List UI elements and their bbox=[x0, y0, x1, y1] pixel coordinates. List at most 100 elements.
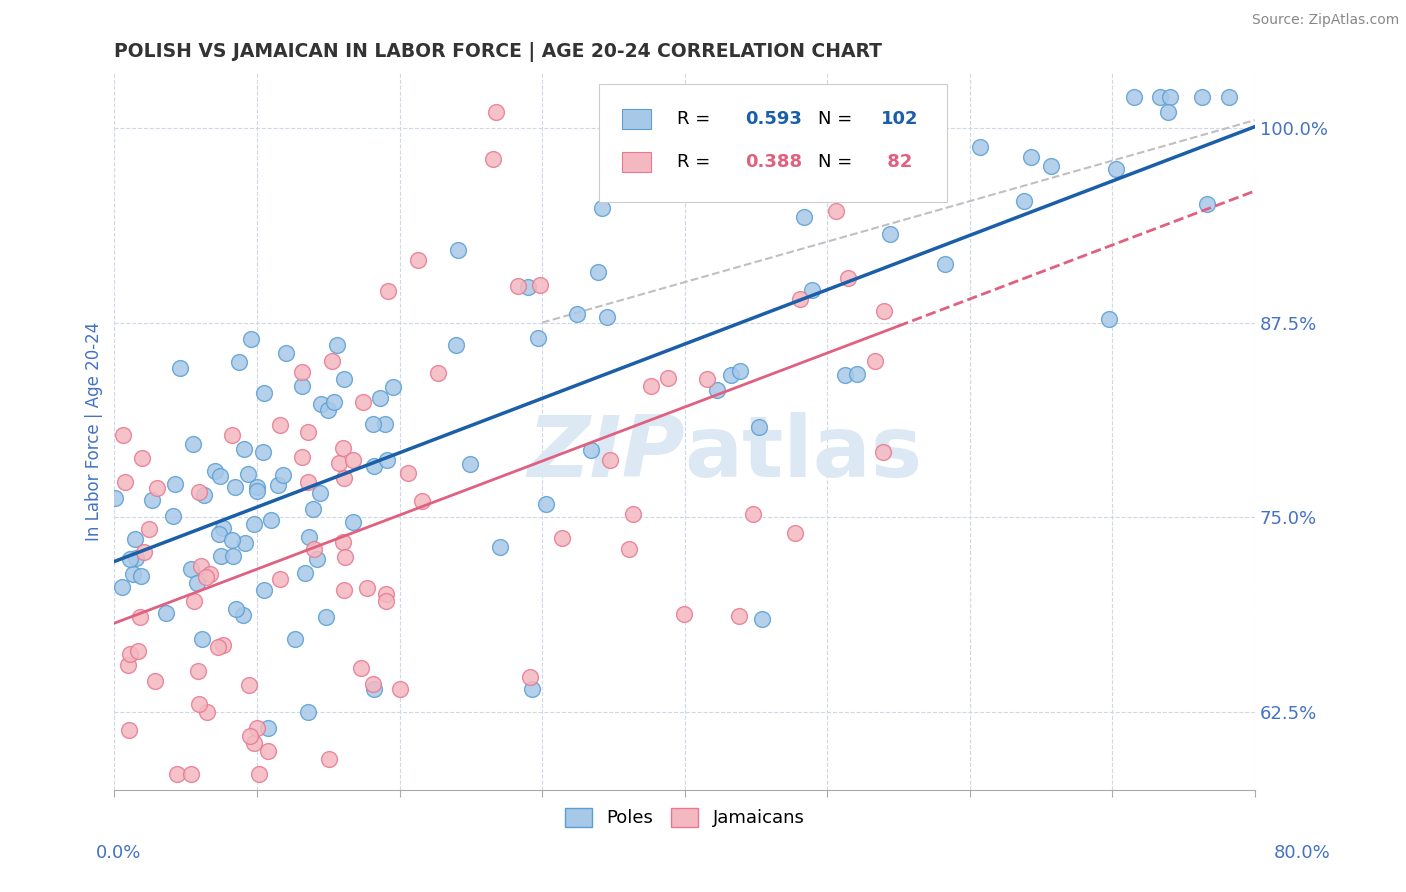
Point bbox=[1098, 312, 1121, 326]
Y-axis label: In Labor Force | Age 20-24: In Labor Force | Age 20-24 bbox=[86, 322, 103, 541]
Point bbox=[374, 417, 396, 431]
Point bbox=[274, 346, 297, 360]
Point bbox=[187, 665, 209, 679]
Point bbox=[269, 417, 291, 432]
Point bbox=[591, 201, 613, 215]
Point bbox=[222, 549, 245, 564]
Point bbox=[239, 729, 262, 743]
Text: 0.0%: 0.0% bbox=[96, 844, 141, 862]
Point bbox=[129, 609, 152, 624]
Point bbox=[1105, 161, 1128, 176]
Point bbox=[225, 601, 247, 615]
Point bbox=[934, 257, 956, 271]
Text: POLISH VS JAMAICAN IN LABOR FORCE | AGE 20-24 CORRELATION CHART: POLISH VS JAMAICAN IN LABOR FORCE | AGE … bbox=[114, 42, 883, 62]
Point bbox=[529, 278, 551, 293]
Point bbox=[298, 530, 321, 544]
Point bbox=[335, 549, 357, 564]
Point bbox=[308, 486, 330, 500]
Point bbox=[253, 583, 276, 598]
Point bbox=[396, 466, 419, 480]
Point bbox=[863, 354, 886, 368]
Point bbox=[125, 551, 148, 566]
Point bbox=[118, 723, 141, 737]
Point bbox=[294, 566, 316, 581]
Point bbox=[131, 451, 153, 466]
Point bbox=[657, 370, 679, 384]
Point bbox=[368, 391, 391, 405]
Point bbox=[138, 522, 160, 536]
Point bbox=[388, 681, 411, 696]
Point bbox=[266, 477, 288, 491]
Point bbox=[1123, 90, 1146, 104]
Point bbox=[118, 552, 141, 566]
Point bbox=[122, 566, 145, 581]
Text: 0.388: 0.388 bbox=[745, 153, 803, 170]
Point bbox=[363, 681, 385, 696]
Point bbox=[382, 380, 405, 394]
Point bbox=[246, 480, 269, 494]
Text: Source: ZipAtlas.com: Source: ZipAtlas.com bbox=[1251, 13, 1399, 28]
Point bbox=[728, 608, 751, 623]
Point bbox=[458, 457, 481, 471]
FancyBboxPatch shape bbox=[621, 152, 651, 171]
Point bbox=[1149, 90, 1171, 104]
Point bbox=[145, 673, 167, 688]
Point bbox=[741, 507, 763, 521]
Point bbox=[489, 540, 512, 554]
Text: R =: R = bbox=[676, 153, 716, 170]
Point bbox=[640, 379, 662, 393]
Point bbox=[132, 545, 155, 559]
Point bbox=[260, 513, 283, 527]
Text: 80.0%: 80.0% bbox=[1274, 844, 1330, 862]
Point bbox=[221, 428, 243, 442]
Point bbox=[233, 536, 256, 550]
Point bbox=[536, 497, 558, 511]
Point bbox=[356, 582, 378, 596]
Point bbox=[243, 516, 266, 531]
Point bbox=[124, 533, 146, 547]
Text: ZIP: ZIP bbox=[527, 412, 685, 495]
Point bbox=[117, 658, 139, 673]
FancyBboxPatch shape bbox=[599, 84, 948, 202]
Point bbox=[228, 355, 250, 369]
Point bbox=[305, 552, 328, 566]
Point bbox=[209, 549, 232, 563]
Point bbox=[617, 541, 640, 556]
Point bbox=[169, 361, 191, 376]
Point bbox=[406, 253, 429, 268]
Point bbox=[374, 587, 396, 601]
Point bbox=[315, 610, 337, 624]
Point bbox=[363, 459, 385, 474]
Point bbox=[291, 450, 314, 464]
Point bbox=[186, 576, 208, 591]
Point bbox=[517, 280, 540, 294]
Point bbox=[236, 467, 259, 481]
Point bbox=[720, 368, 742, 382]
Point bbox=[195, 705, 218, 719]
Point bbox=[520, 681, 543, 696]
Point bbox=[291, 365, 314, 379]
Point bbox=[361, 417, 384, 431]
Point bbox=[190, 559, 212, 574]
Point bbox=[145, 482, 167, 496]
Point bbox=[333, 582, 356, 597]
Text: R =: R = bbox=[676, 110, 716, 128]
Point bbox=[654, 176, 676, 190]
Point bbox=[1039, 159, 1062, 173]
Point bbox=[166, 767, 188, 781]
Point bbox=[350, 661, 373, 675]
Point bbox=[1159, 90, 1181, 104]
Point bbox=[273, 467, 295, 482]
Point bbox=[834, 368, 856, 382]
Point bbox=[579, 443, 602, 458]
Point bbox=[302, 502, 325, 516]
Point bbox=[879, 227, 901, 241]
Point bbox=[801, 284, 824, 298]
Point bbox=[485, 105, 508, 120]
Point bbox=[845, 367, 868, 381]
Point bbox=[309, 397, 332, 411]
Point bbox=[253, 386, 276, 401]
Point bbox=[232, 608, 254, 623]
Point bbox=[361, 677, 384, 691]
Point bbox=[297, 425, 319, 439]
